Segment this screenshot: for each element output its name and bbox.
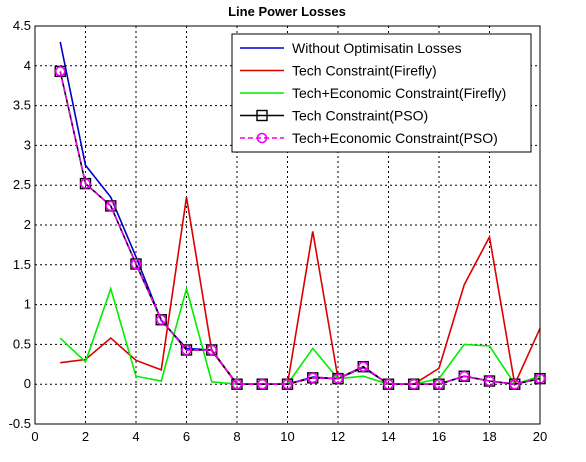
- series-lines: [54, 41, 546, 390]
- legend-label: Tech Constraint(PSO): [292, 108, 428, 124]
- x-tick-label: 18: [482, 429, 496, 444]
- data-point: [332, 373, 344, 384]
- x-tick-label: 14: [381, 429, 395, 444]
- x-tick-label: 12: [331, 429, 345, 444]
- data-point: [307, 372, 319, 384]
- legend-label: Tech Constraint(Firefly): [292, 63, 437, 79]
- data-point: [54, 66, 66, 77]
- chart-title: Line Power Losses: [228, 4, 346, 19]
- x-tick-label: 6: [183, 429, 190, 444]
- data-point: [408, 378, 420, 390]
- y-tick-label: 1.5: [13, 257, 31, 272]
- y-tick-label: 0.5: [13, 336, 31, 351]
- y-tick-label: 3.5: [13, 98, 31, 113]
- data-point: [458, 370, 470, 382]
- series-5: [54, 66, 546, 390]
- data-point: [231, 378, 243, 390]
- y-tick-label: 1: [24, 297, 31, 312]
- y-tick-label: 2: [24, 217, 31, 232]
- data-point: [357, 361, 369, 372]
- y-tick-label: 4.5: [13, 18, 31, 33]
- data-point: [155, 314, 167, 326]
- data-point: [256, 378, 268, 390]
- legend-label: Tech+Economic Constraint(PSO): [292, 130, 498, 146]
- series-2: [60, 197, 541, 387]
- data-point: [383, 378, 394, 390]
- legend-item: Without Optimisatin Losses: [240, 40, 462, 56]
- y-tick-label: 0: [24, 376, 31, 391]
- plot-frame: [34, 25, 541, 425]
- x-tick-label: 8: [233, 429, 240, 444]
- data-point: [80, 178, 91, 189]
- data-point: [433, 378, 445, 390]
- data-point: [130, 258, 142, 270]
- y-tick-label: 4: [24, 58, 31, 73]
- data-point: [105, 200, 117, 212]
- y-tick-label: 3: [24, 137, 31, 152]
- axis-ticks: 0 2 4 6 8 10 12 14 16 18 20-0.500.511.522.533.544.…: [9, 18, 548, 444]
- x-tick-label: 20: [533, 429, 547, 444]
- legend-item: Tech+Economic Constraint(Firefly): [240, 85, 506, 101]
- legend-item: Tech Constraint(Firefly): [240, 63, 437, 79]
- legend: Without Optimisatin Losses Tech Constrain…: [231, 33, 532, 153]
- series-line: [59, 285, 541, 386]
- legend-label: Without Optimisatin Losses: [292, 40, 462, 56]
- data-point: [282, 378, 293, 390]
- x-tick-label: 10: [280, 429, 294, 444]
- legend-marker: [256, 109, 268, 122]
- data-point: [181, 344, 192, 356]
- y-tick-label: 2.5: [13, 177, 31, 192]
- legend-item: Tech Constraint(PSO): [240, 108, 428, 124]
- legend-marker: [256, 132, 268, 144]
- x-tick-label: 4: [132, 429, 139, 444]
- data-point: [509, 378, 521, 390]
- y-tick-label: -0.5: [9, 416, 31, 431]
- series-line: [59, 71, 541, 386]
- x-tick-label: 2: [82, 429, 89, 444]
- legend-label: Tech+Economic Constraint(Firefly): [292, 85, 506, 101]
- x-tick-label: 16: [432, 429, 446, 444]
- data-point: [484, 375, 495, 387]
- legend-item: Tech+Economic Constraint(PSO): [240, 130, 498, 146]
- x-tick-label: 0: [31, 429, 38, 444]
- series-3: [59, 285, 541, 386]
- data-point: [206, 344, 218, 356]
- series-line: [60, 197, 541, 387]
